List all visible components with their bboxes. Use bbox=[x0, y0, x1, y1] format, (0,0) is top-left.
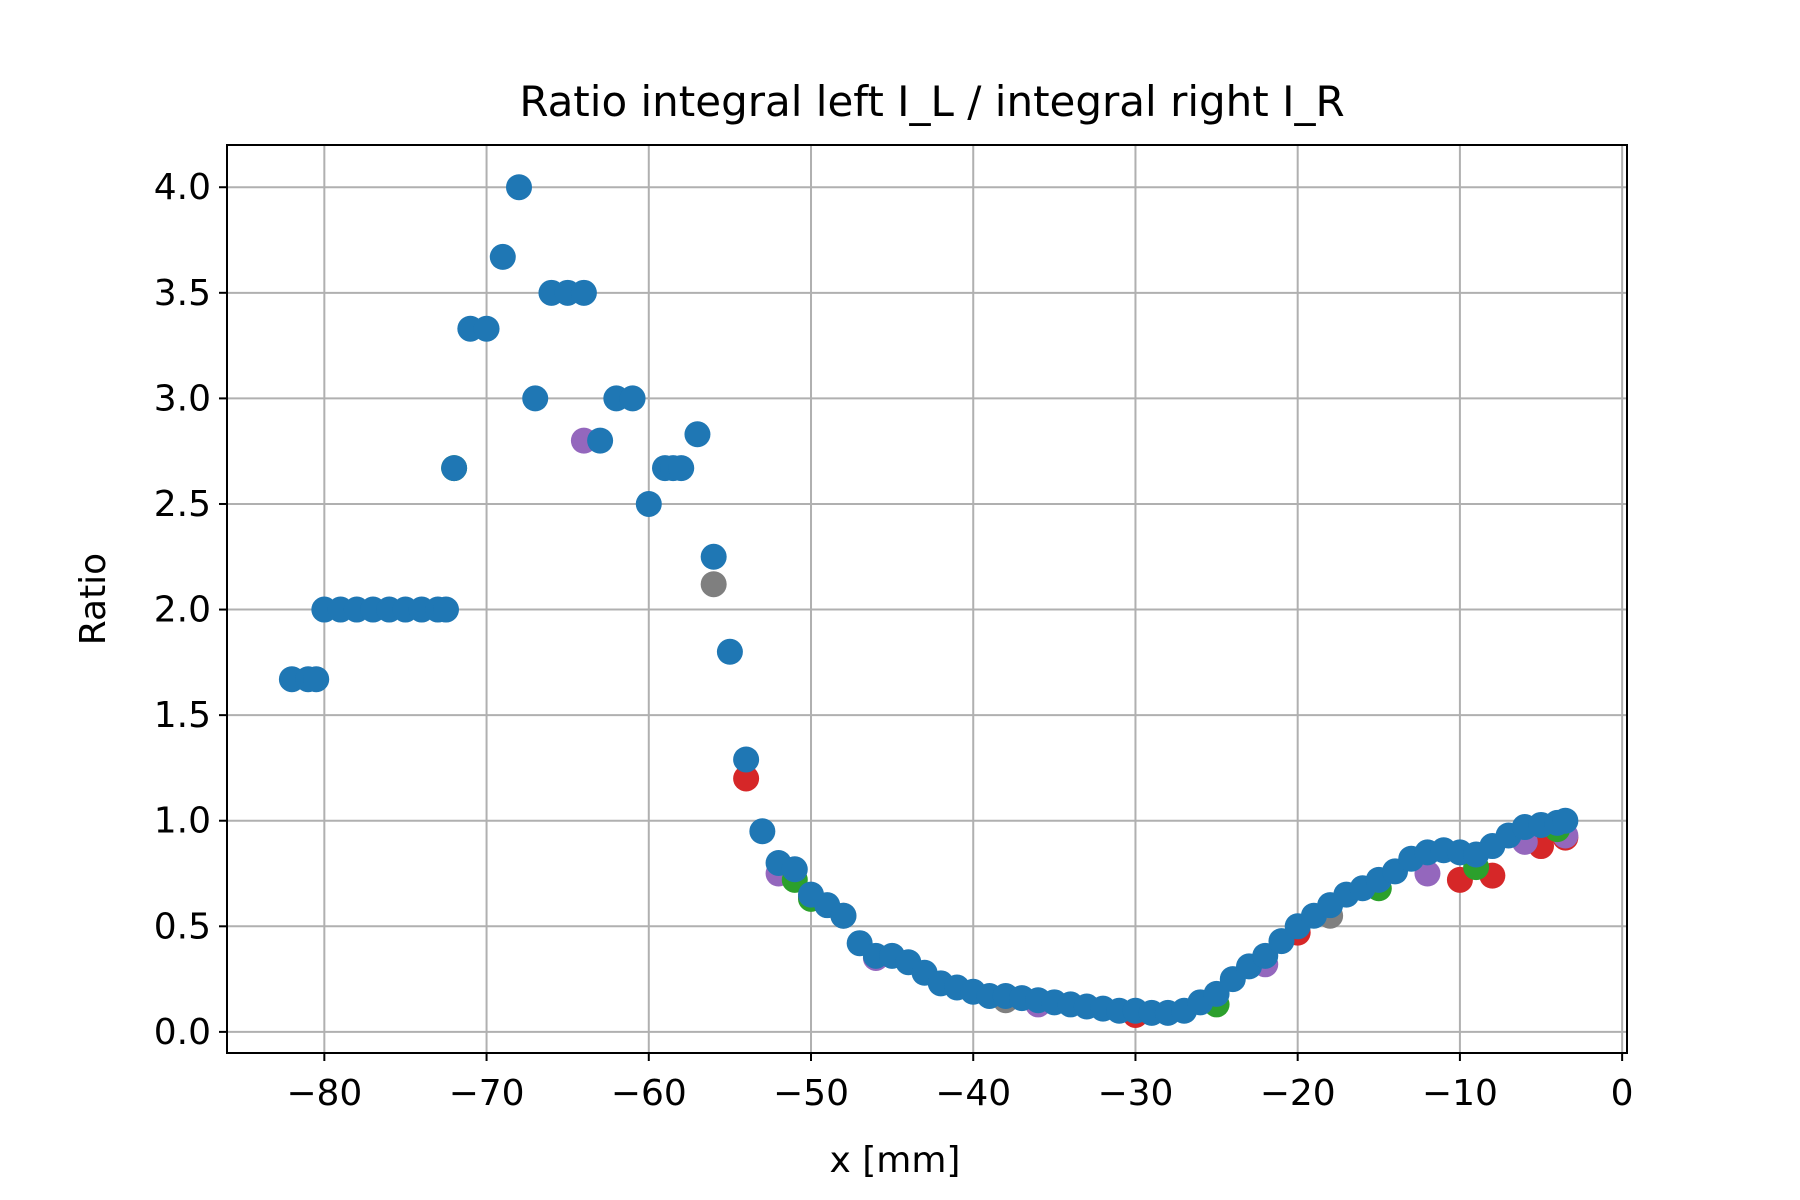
y-axis-label: Ratio bbox=[73, 553, 114, 645]
x-axis-label: x [mm] bbox=[830, 1140, 961, 1181]
data-point bbox=[1552, 807, 1579, 834]
x-tick-label: −80 bbox=[286, 1073, 362, 1114]
data-point bbox=[433, 596, 460, 623]
x-tick-label: −20 bbox=[1260, 1073, 1336, 1114]
data-point bbox=[441, 455, 468, 482]
grid-lines bbox=[227, 145, 1627, 1053]
data-point bbox=[733, 746, 760, 773]
data-point bbox=[619, 385, 646, 412]
x-tick-label: −50 bbox=[773, 1073, 849, 1114]
y-tick-label: 1.5 bbox=[154, 695, 211, 736]
data-point bbox=[830, 902, 857, 929]
data-point bbox=[716, 638, 743, 665]
data-point bbox=[733, 765, 760, 792]
data-point bbox=[749, 818, 776, 845]
y-tick-label: 3.0 bbox=[154, 378, 211, 419]
y-tick-label: 1.0 bbox=[154, 801, 211, 842]
data-point bbox=[700, 571, 727, 598]
x-tick-label: −60 bbox=[611, 1073, 687, 1114]
y-tick-label: 2.0 bbox=[154, 590, 211, 631]
plot-frame bbox=[226, 144, 1628, 1054]
data-point bbox=[303, 666, 330, 693]
data-points bbox=[278, 174, 1579, 1028]
data-point bbox=[587, 427, 614, 454]
data-point bbox=[635, 490, 662, 517]
data-point bbox=[489, 243, 516, 270]
data-point bbox=[700, 543, 727, 570]
data-point bbox=[781, 856, 808, 883]
data-point bbox=[570, 279, 597, 306]
data-point bbox=[506, 174, 533, 201]
y-tick-label: 2.5 bbox=[154, 484, 211, 525]
chart-title: Ratio integral left I_L / integral right… bbox=[519, 77, 1344, 126]
y-tick-label: 4.0 bbox=[154, 167, 211, 208]
y-tick-label: 0.5 bbox=[154, 906, 211, 947]
y-tick-label: 0.0 bbox=[154, 1012, 211, 1053]
x-tick-label: −10 bbox=[1422, 1073, 1498, 1114]
data-point bbox=[684, 421, 711, 448]
x-tick-label: −30 bbox=[1097, 1073, 1173, 1114]
axis-ticks: −80 −70 −60 −50 −40 −30 −20 −10 0 0.0 0.5 1.0 1.5 2.0… bbox=[154, 167, 1634, 1114]
x-tick-label: 0 bbox=[1611, 1073, 1634, 1114]
y-tick-label: 3.5 bbox=[154, 273, 211, 314]
data-point bbox=[522, 385, 549, 412]
x-tick-label: −40 bbox=[935, 1073, 1011, 1114]
x-tick-label: −70 bbox=[449, 1073, 525, 1114]
data-point bbox=[473, 315, 500, 342]
data-point bbox=[668, 455, 695, 482]
